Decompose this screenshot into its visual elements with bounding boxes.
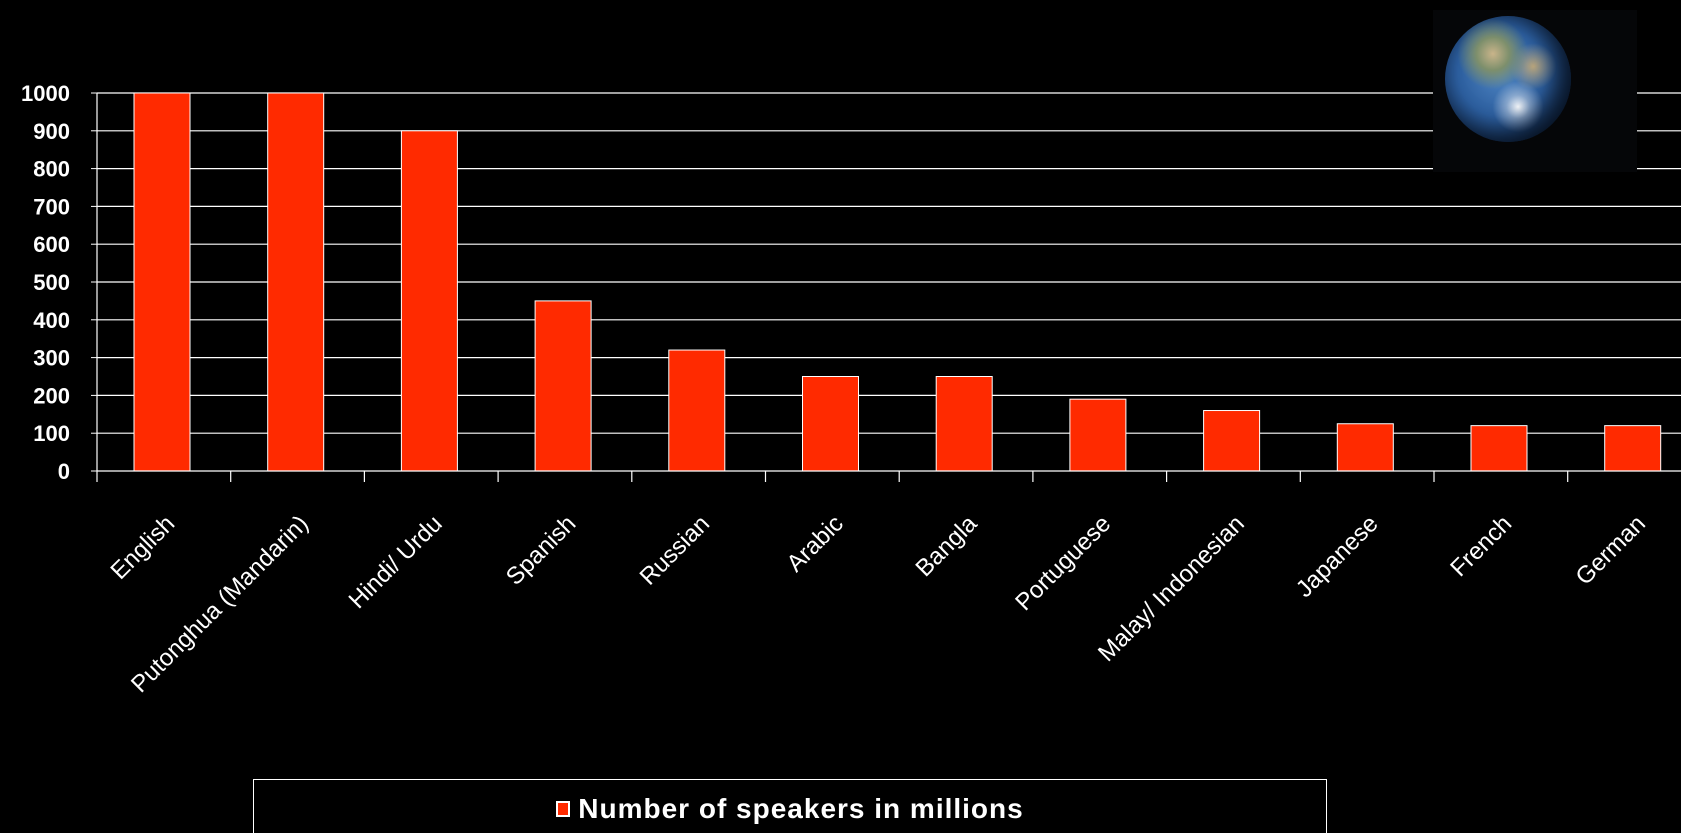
- bar-arabic: [802, 376, 859, 472]
- gridlines: [91, 92, 1681, 472]
- legend: Number of speakers in millions: [253, 779, 1327, 833]
- x-tick-label: Portuguese: [1010, 510, 1116, 616]
- earth-globe-icon: [1433, 10, 1637, 172]
- x-tick-label: Russian: [635, 510, 715, 590]
- x-tick-label: German: [1571, 510, 1651, 590]
- y-tick-label: 500: [33, 270, 70, 295]
- x-tick-label: Japanese: [1291, 510, 1384, 603]
- bar-japanese: [1336, 423, 1394, 472]
- y-tick-label: 600: [33, 232, 70, 257]
- bar-bangla: [935, 376, 993, 472]
- x-tick-label: English: [105, 510, 180, 585]
- legend-label: Number of speakers in millions: [578, 793, 1024, 824]
- y-axis-tick-labels: 0 100 200 300 400 500 600 700 800 900 1000: [21, 81, 70, 484]
- bar-german: [1604, 425, 1662, 472]
- y-tick-label: 200: [33, 383, 70, 408]
- y-tick-label: 0: [58, 459, 70, 484]
- x-axis: [96, 470, 1681, 482]
- bar-french: [1470, 425, 1528, 472]
- legend-swatch: [556, 801, 571, 817]
- x-tick-label: Hindi/ Urdu: [344, 510, 448, 614]
- y-tick-label: 100: [33, 421, 70, 446]
- bar-portuguese: [1069, 398, 1127, 472]
- y-tick-label: 400: [33, 308, 70, 333]
- y-tick-label: 800: [33, 157, 70, 182]
- bar-spanish: [534, 300, 592, 472]
- bar-putonghua-mandarin-: [267, 92, 325, 472]
- y-tick-label: 900: [33, 119, 70, 144]
- y-tick-label: 300: [33, 346, 70, 371]
- x-tick-label: Arabic: [782, 510, 849, 577]
- bars: [133, 92, 1662, 472]
- x-tick-label: Bangla: [911, 510, 983, 582]
- y-tick-label: 1000: [21, 81, 70, 106]
- y-tick-label: 700: [33, 194, 70, 219]
- x-tick-label: Spanish: [501, 510, 581, 590]
- bar-malay-indonesian: [1203, 410, 1261, 472]
- earth-sphere: [1445, 16, 1571, 142]
- bar-russian: [668, 349, 726, 472]
- x-tick-label: French: [1445, 510, 1517, 582]
- bar-english: [133, 92, 191, 472]
- x-tick-label: Malay/ Indonesian: [1093, 510, 1250, 667]
- bar-hindi-urdu: [400, 130, 458, 472]
